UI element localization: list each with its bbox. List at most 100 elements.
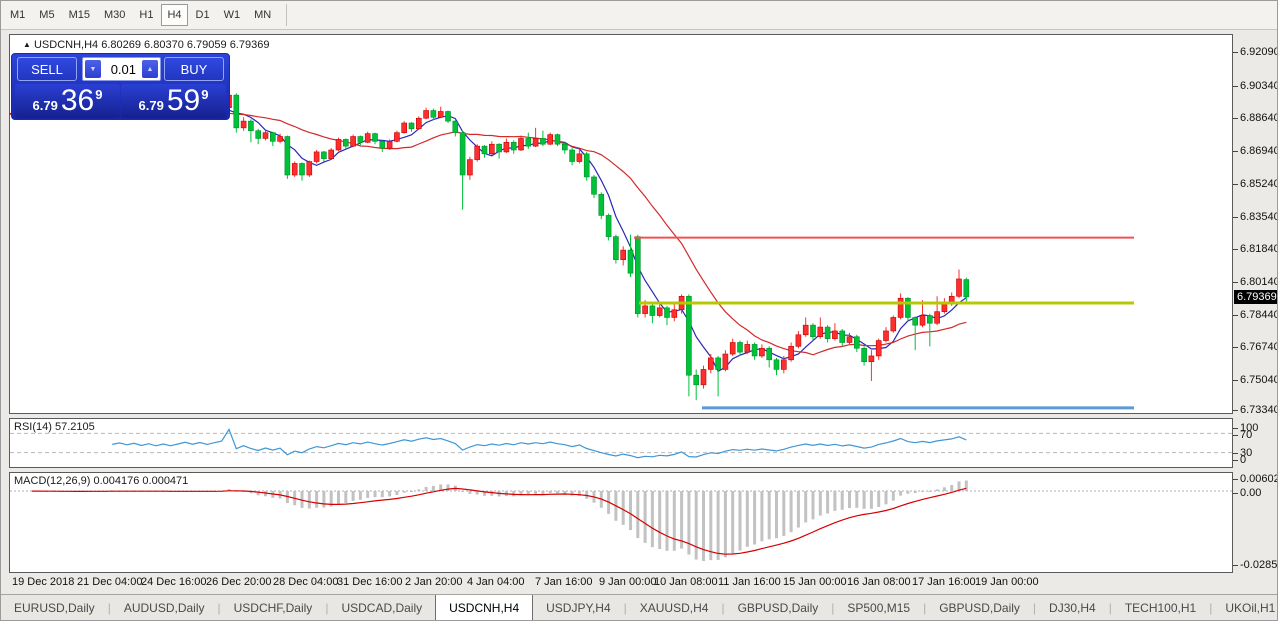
candle-body (583, 153, 590, 178)
macd-bar (731, 491, 735, 554)
timeframe-button-m5[interactable]: M5 (39, 9, 55, 21)
chart-tab-sp500-m15[interactable]: SP500,M15 (847, 600, 911, 615)
price-axis-label: 6.92090 (1240, 46, 1278, 58)
candle-body (883, 330, 889, 341)
macd-bar (556, 491, 559, 494)
axis-tick (1233, 347, 1238, 349)
candle-body (547, 134, 554, 145)
volume-decrease-icon[interactable]: ▼ (85, 60, 101, 78)
chart-tab-dj30-h4[interactable]: DJ30,H4 (1049, 600, 1096, 615)
candle-body (554, 134, 561, 145)
macd-panel[interactable] (9, 472, 1233, 573)
time-axis-label: 21 Dec 04:00 (77, 576, 143, 588)
chart-tab-eurusd-daily[interactable]: EURUSD,Daily (14, 600, 95, 615)
chart-tab-xauusd-h4[interactable]: XAUUSD,H4 (639, 600, 709, 615)
volume-stepper: ▼ 0.01 ▲ (82, 57, 161, 81)
candle-body (656, 307, 663, 316)
timeframe-button-mn[interactable]: MN (254, 9, 272, 21)
time-axis-label: 19 Dec 2018 (12, 576, 75, 588)
volume-input[interactable]: 0.01 (110, 61, 136, 77)
chart-ohlc: 6.80269 6.80370 6.79059 6.79369 (101, 39, 270, 51)
sell-button[interactable]: SELL (17, 57, 77, 81)
chart-tab-ukoil-h1[interactable]: UKOil,H1 (1225, 600, 1276, 615)
time-axis-label: 11 Jan 16:00 (718, 576, 781, 588)
axis-tick (1233, 410, 1238, 411)
time-axis-label: 7 Jan 16:00 (535, 576, 593, 588)
tab-separator: | (1108, 600, 1112, 615)
timeframe-button-m30[interactable]: M30 (103, 9, 126, 21)
candle-body (357, 136, 364, 143)
ma-slow-line (134, 112, 967, 356)
volume-increase-icon[interactable]: ▲ (142, 60, 158, 78)
candle-body (561, 143, 568, 151)
candles (9, 92, 970, 401)
chart-tab-audusd-daily[interactable]: AUDUSD,Daily (123, 600, 205, 615)
sell-price-tile[interactable]: 6.79 36 9 (15, 84, 120, 118)
macd-axis-label: -0.028549 (1240, 559, 1278, 571)
chart-tab-gbpusd-daily[interactable]: GBPUSD,Daily (737, 600, 819, 615)
axis-tick (1233, 493, 1238, 494)
candle-body (934, 311, 940, 324)
timeframe-button-m1[interactable]: M1 (10, 9, 26, 21)
candle-body (321, 151, 327, 159)
chart-tab-gbpusd-daily[interactable]: GBPUSD,Daily (939, 600, 1020, 615)
price-axis-label: 6.86940 (1240, 145, 1278, 158)
axis-tick (1233, 460, 1238, 461)
rsi-axis-label: 100 (1240, 422, 1259, 434)
chart-tab-usdcnh-h4[interactable]: USDCNH,H4 (435, 595, 534, 620)
buy-price-prefix: 6.79 (138, 98, 164, 113)
axis-tick (1233, 435, 1238, 436)
chart-canvas[interactable] (9, 34, 1233, 573)
timeframe-button-m15[interactable]: M15 (68, 9, 90, 21)
one-click-trading-panel: SELL ▼ 0.01 ▲ BUY 6.79 36 9 6.79 59 9 (11, 53, 230, 120)
price-axis-label: 6.80140 (1240, 276, 1278, 289)
timeframe-button-h4[interactable]: H4 (161, 4, 188, 26)
candle-body (488, 143, 495, 155)
macd-bar (826, 491, 830, 514)
macd-bar (833, 491, 837, 511)
time-axis-label: 28 Dec 04:00 (273, 576, 339, 588)
buy-price-sup: 9 (201, 87, 209, 102)
candle-body (481, 145, 488, 155)
candle-body (810, 324, 816, 338)
macd-bar (351, 491, 355, 501)
toolbar-separator (286, 4, 288, 26)
price-axis-label: 6.85240 (1240, 177, 1278, 190)
macd-bar (366, 491, 370, 498)
chart-tab-tech100-h1[interactable]: TECH100,H1 (1124, 600, 1197, 615)
price-axis-label: 6.75040 (1240, 374, 1278, 387)
candle-body (437, 111, 444, 118)
candle-body (766, 347, 773, 361)
buy-price-tile[interactable]: 6.79 59 9 (121, 84, 226, 118)
macd-bar (753, 491, 757, 545)
timeframe-button-d1[interactable]: D1 (195, 9, 210, 21)
macd-bar (658, 491, 662, 549)
candle-body (890, 317, 897, 332)
macd-bar (227, 488, 231, 491)
chart-tab-usdcad-daily[interactable]: USDCAD,Daily (341, 600, 423, 615)
macd-bar (526, 491, 530, 496)
candle-body (737, 342, 743, 353)
price-axis: 6.92090 6.90340 6.88640 6.86940 6.85240 6.835… (1233, 34, 1278, 573)
chart-tab-usdjpy-h4[interactable]: USDJPY,H4 (546, 600, 611, 615)
candle-body (664, 307, 670, 318)
sell-price-sup: 9 (95, 87, 103, 102)
timeframe-button-h1[interactable]: H1 (139, 9, 154, 21)
tab-separator: | (721, 600, 725, 615)
macd-bar (570, 491, 574, 496)
candle-body (941, 303, 948, 312)
candle-body (707, 357, 714, 370)
candle-body (919, 315, 926, 326)
axis-tick (1233, 479, 1238, 480)
timeframe-button-w1[interactable]: W1 (223, 9, 241, 21)
macd-bar (775, 491, 778, 539)
macd-bar (687, 491, 691, 555)
macd-bar (680, 491, 684, 549)
macd-bar (315, 491, 319, 508)
buy-button[interactable]: BUY (164, 57, 224, 81)
macd-bar (380, 491, 384, 498)
tab-separator: | (217, 600, 221, 615)
axis-tick (1233, 453, 1238, 454)
chart-tab-usdchf-daily[interactable]: USDCHF,Daily (233, 600, 313, 615)
